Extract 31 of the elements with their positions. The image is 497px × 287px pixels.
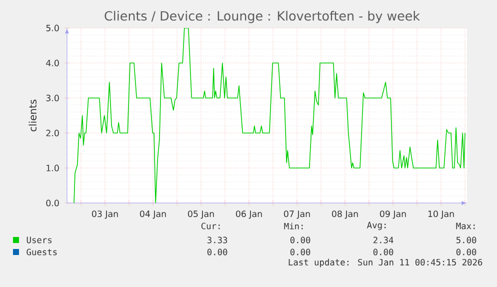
text: Cur: <box>201 222 220 230</box>
text: 0.00 <box>290 248 310 256</box>
x-tick-label: 06 Jan <box>236 210 262 219</box>
y-tick-label: 0.0 <box>46 200 59 206</box>
legend-label: Guests <box>26 248 57 256</box>
text: 0.00 <box>373 248 394 256</box>
y-tick-label: 5.0 <box>46 24 59 32</box>
text: 3.33 <box>207 236 228 244</box>
text: 0.00 <box>456 248 476 256</box>
x-tick-label: 07 Jan <box>284 210 310 219</box>
text: 5.00 <box>456 236 476 244</box>
y-tick-label: 4.0 <box>46 60 59 66</box>
x-tick-label: 10 Jan <box>428 210 454 219</box>
x-tick-label: 04 Jan <box>140 210 166 219</box>
x-tick-label: 08 Jan <box>332 210 358 219</box>
text: Max: <box>456 222 475 230</box>
y-tick-label: 1.0 <box>46 164 59 172</box>
x-tick-label: 09 Jan <box>380 210 406 219</box>
legend-label: Users <box>26 236 52 244</box>
text: Last update: Sun Jan 11 00:45:15 2026 <box>288 258 482 268</box>
text: Min: <box>284 222 303 230</box>
y-tick-label: 2.0 <box>46 130 59 136</box>
text: 0.00 <box>290 236 310 244</box>
x-tick-label: 03 Jan <box>92 210 118 219</box>
text: 2.34 <box>374 236 394 244</box>
y-axis-title: clients <box>28 100 37 132</box>
text: Avg: <box>367 222 386 230</box>
y-tick-label: 3.0 <box>46 94 59 102</box>
text: 0.00 <box>207 248 228 256</box>
chart-title: Clients / Device : Lounge : Klovertoften - by week <box>104 10 420 24</box>
x-tick-label: 05 Jan <box>188 210 214 219</box>
